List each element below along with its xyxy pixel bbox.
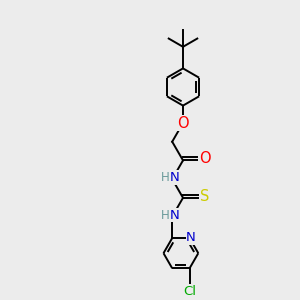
Text: S: S bbox=[200, 189, 210, 204]
Text: N: N bbox=[170, 208, 179, 221]
Text: H: H bbox=[161, 171, 170, 184]
Text: N: N bbox=[170, 171, 179, 184]
Text: N: N bbox=[186, 231, 196, 244]
Text: O: O bbox=[177, 116, 189, 130]
Text: H: H bbox=[161, 208, 170, 221]
Text: O: O bbox=[199, 152, 211, 166]
Text: Cl: Cl bbox=[183, 285, 196, 298]
